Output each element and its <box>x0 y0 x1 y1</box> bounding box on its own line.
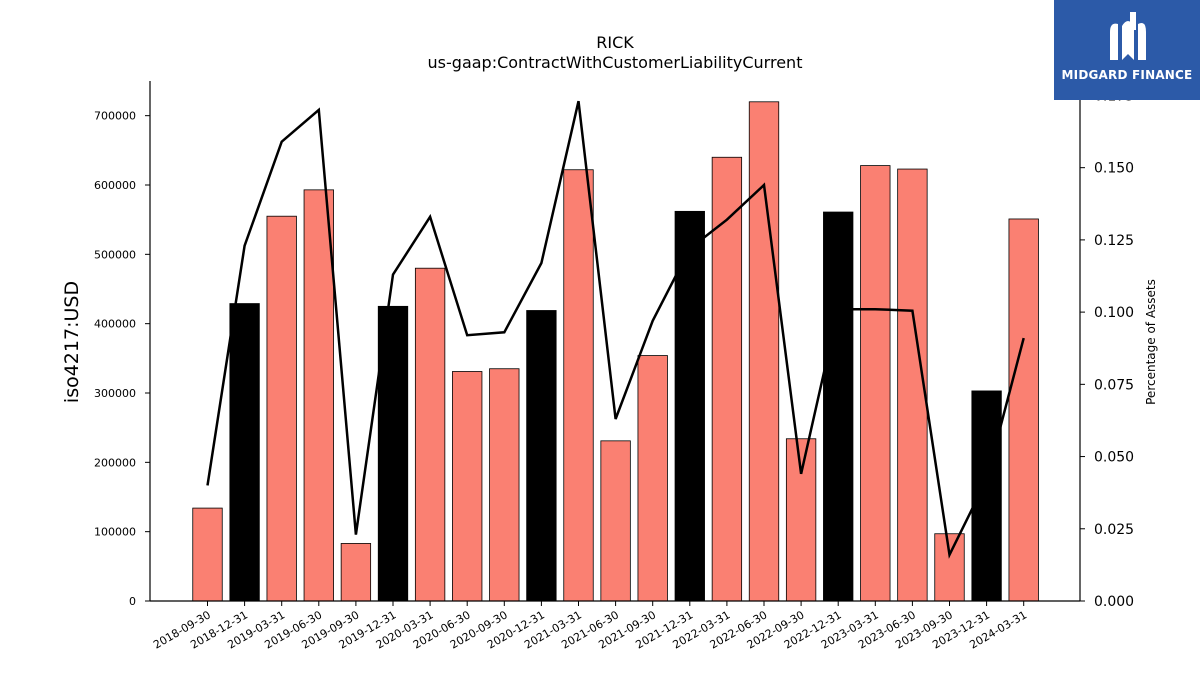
bar-2022-03-31 <box>711 156 743 602</box>
bar-2020-03-31 <box>414 267 446 602</box>
y2-tick-label-0.000: 0.000 <box>1094 594 1134 610</box>
y-tick-label-200000: 200000 <box>94 456 136 469</box>
bars-group <box>192 101 1039 602</box>
y2-tick-label-0.100: 0.100 <box>1094 305 1134 321</box>
x-ticks-group: 2018-09-302018-12-312019-03-312019-06-30… <box>151 601 1029 652</box>
y2-tick-label-0.125: 0.125 <box>1094 233 1134 249</box>
bar-2021-06-30 <box>600 440 631 602</box>
y2-axis-label: Percentage of Assets <box>1144 279 1158 405</box>
y-tick-label-600000: 600000 <box>94 179 136 192</box>
chart-title: RICK <box>596 33 634 52</box>
bar-2023-03-31 <box>860 165 891 602</box>
bar-2021-03-31 <box>563 169 594 602</box>
bar-2019-12-31 <box>377 305 409 602</box>
bar-2021-09-30 <box>637 355 668 602</box>
bar-2022-09-30 <box>785 438 817 602</box>
percentage-line-group <box>206 100 1025 559</box>
bar-2019-09-30 <box>340 543 372 602</box>
bar-2019-06-30 <box>303 189 334 602</box>
y2-tick-label-0.075: 0.075 <box>1094 377 1134 393</box>
bar-2022-12-31 <box>823 211 854 602</box>
midgard-logo-icon <box>1110 12 1146 60</box>
brand-name: MIDGARD FINANCE <box>1061 68 1193 82</box>
y-tick-label-0: 0 <box>129 595 136 608</box>
bar-2023-09-30 <box>934 533 965 602</box>
bar-2018-09-30 <box>192 507 223 602</box>
y-tick-label-300000: 300000 <box>94 387 136 400</box>
bar-2023-12-31 <box>971 390 1002 602</box>
y-tick-label-700000: 700000 <box>94 110 136 123</box>
bar-2022-06-30 <box>748 101 780 602</box>
y2-tick-label-0.150: 0.150 <box>1094 161 1134 177</box>
bar-2020-12-31 <box>526 310 557 602</box>
y2-tick-label-0.025: 0.025 <box>1094 522 1134 538</box>
brand-logo: MIDGARD FINANCE <box>1054 0 1200 100</box>
y-tick-label-500000: 500000 <box>94 248 136 261</box>
bar-2023-06-30 <box>897 168 928 602</box>
y-tick-label-400000: 400000 <box>94 318 136 331</box>
bar-2024-03-31 <box>1008 218 1039 602</box>
y2-tick-label-0.050: 0.050 <box>1094 450 1134 466</box>
bar-2018-12-31 <box>229 303 260 602</box>
bar-2021-12-31 <box>674 210 705 602</box>
y-axis-label: iso4217:USD <box>61 281 83 403</box>
y-ticks-group: 0 100000 200000 300000 400000 500000 600000 700… <box>94 110 150 608</box>
bar-2020-09-30 <box>489 368 520 602</box>
bar-2020-06-30 <box>452 371 483 602</box>
chart-subtitle: us-gaap:ContractWithCustomerLiabilityCur… <box>428 53 803 72</box>
y-tick-label-100000: 100000 <box>94 526 136 539</box>
bar-2019-03-31 <box>266 215 297 602</box>
